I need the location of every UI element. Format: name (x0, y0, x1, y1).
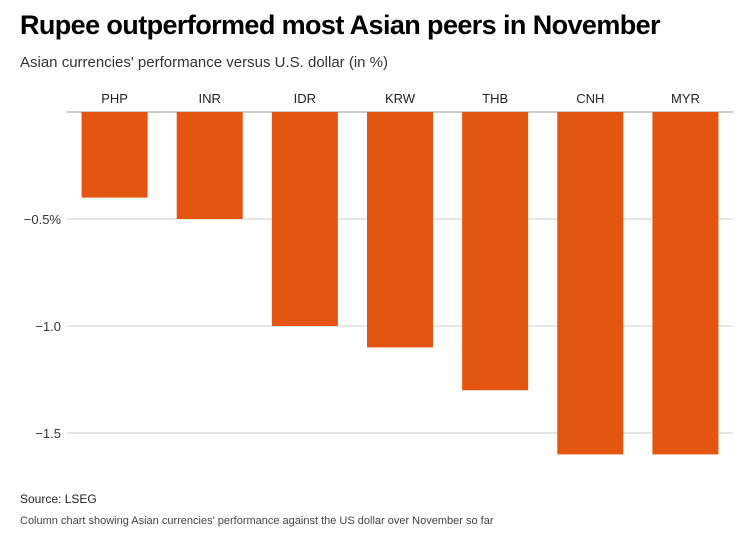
y-tick-label: −1.5 (35, 426, 61, 441)
bar-inr (176, 112, 243, 219)
bar-thb (462, 112, 529, 391)
x-category-label: PHP (101, 91, 128, 106)
bar-myr (652, 112, 719, 455)
x-category-label: THB (482, 91, 508, 106)
bar-php (81, 112, 148, 198)
chart-subtitle: Asian currencies' performance versus U.S… (20, 54, 388, 71)
x-category-label: MYR (671, 91, 700, 106)
bar-cnh (557, 112, 624, 455)
bar-idr (271, 112, 338, 326)
y-tick-label: −1.0 (35, 319, 61, 334)
x-category-label: IDR (294, 91, 316, 106)
x-category-label: INR (199, 91, 221, 106)
chart-title: Rupee outperformed most Asian peers in N… (20, 10, 661, 40)
chart-caption: Column chart showing Asian currencies' p… (20, 515, 494, 527)
x-category-label: CNH (576, 91, 604, 106)
source-note: Source: LSEG (20, 492, 97, 506)
x-category-label: KRW (385, 91, 416, 106)
y-tick-label: −0.5% (24, 212, 62, 227)
bar-krw (367, 112, 433, 348)
